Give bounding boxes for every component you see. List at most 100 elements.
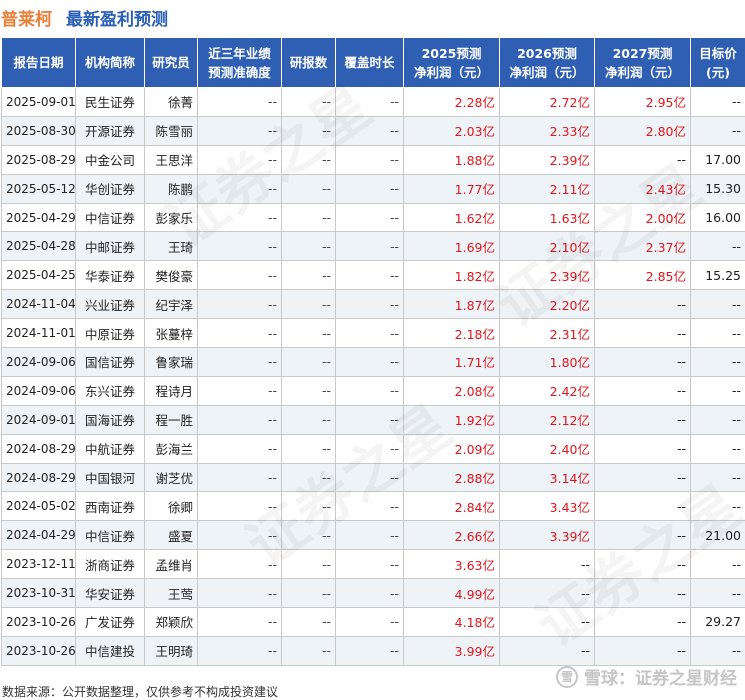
table-cell: 15.25: [690, 260, 745, 291]
table-cell: 2.08亿: [403, 375, 500, 406]
table-cell: --: [690, 404, 745, 435]
table-cell: --: [594, 635, 691, 666]
table-cell: 2025-08-30: [1, 115, 76, 146]
column-header: 报告日期: [1, 37, 76, 88]
table-cell: 樊俊豪: [144, 260, 198, 291]
table-cell: --: [335, 607, 404, 637]
table-cell: --: [594, 462, 691, 493]
table-cell: --: [335, 491, 404, 522]
table-row: 2024-11-04 兴业证券 纪宇泽 -- -- -- 1.87亿 2.20亿 -- --: [1, 289, 745, 320]
table-cell: 3.99亿: [403, 635, 500, 666]
table-cell: 2.31亿: [499, 318, 595, 349]
table-cell: 2.20亿: [499, 289, 595, 320]
table-cell: 2.39亿: [499, 260, 595, 291]
table-cell: 1.87亿: [403, 289, 500, 320]
table-cell: --: [690, 375, 745, 406]
table-cell: 1.88亿: [403, 144, 500, 175]
table-cell: 中信证券: [75, 520, 145, 551]
column-header-line: 2026预测: [517, 45, 577, 61]
column-header-line: 近三年业绩: [208, 45, 271, 61]
table-cell: --: [499, 578, 595, 609]
table-cell: --: [281, 578, 336, 609]
table-cell: 2023-10-26: [1, 635, 76, 666]
column-header-line: 目标价: [699, 45, 737, 61]
table-row: 2025-04-25 华泰证券 樊俊豪 -- -- -- 1.82亿 2.39亿 2.85亿 15…: [1, 260, 745, 291]
table-cell: 16.00: [690, 202, 745, 233]
table-cell: --: [690, 347, 745, 377]
column-header-line: 机构简称: [84, 55, 135, 70]
table-cell: 2.18亿: [403, 318, 500, 349]
table-cell: --: [690, 115, 745, 146]
column-header-line: 净利润（元）: [604, 64, 680, 80]
table-cell: 2.40亿: [499, 433, 595, 464]
table-cell: 郑颖欣: [144, 607, 198, 637]
table-cell: 浙商证券: [75, 549, 145, 580]
table-cell: 3.63亿: [403, 549, 500, 580]
table-cell: 2024-09-06: [1, 347, 76, 377]
table-cell: 2025-09-01: [1, 87, 76, 117]
table-cell: 1.62亿: [403, 202, 500, 233]
table-cell: --: [281, 491, 336, 522]
table-cell: 2.03亿: [403, 115, 500, 146]
table-cell: --: [197, 549, 282, 580]
table-cell: 东兴证券: [75, 375, 145, 406]
table-cell: 2.33亿: [499, 115, 595, 146]
column-header: 2027预测 净利润（元）: [594, 37, 691, 88]
table-cell: --: [335, 260, 404, 291]
table-cell: 华泰证券: [75, 260, 145, 291]
table-cell: 2023-10-31: [1, 578, 76, 609]
table-cell: 2.80亿: [594, 115, 691, 146]
column-header-line: 2027预测: [612, 45, 673, 61]
table-cell: --: [197, 289, 282, 320]
table-cell: --: [594, 318, 691, 349]
table-cell: 2024-09-01: [1, 404, 76, 435]
table-cell: --: [281, 375, 336, 406]
column-header-line: 研究员: [152, 55, 190, 70]
table-cell: --: [594, 491, 691, 522]
table-cell: --: [690, 318, 745, 349]
table-cell: 1.77亿: [403, 173, 500, 204]
table-cell: --: [594, 404, 691, 435]
table-cell: 2024-08-29: [1, 462, 76, 493]
table-cell: 华创证券: [75, 173, 145, 204]
table-cell: 陈雪丽: [144, 115, 198, 146]
table-cell: 开源证券: [75, 115, 145, 146]
table-cell: 2025-04-25: [1, 260, 76, 291]
column-header: 机构简称: [75, 37, 145, 88]
table-cell: --: [197, 635, 282, 666]
column-header-line: 预测准确度: [208, 64, 271, 80]
table-cell: --: [335, 173, 404, 204]
column-header: 目标价 (元): [690, 37, 745, 88]
table-cell: --: [690, 231, 745, 262]
table-cell: --: [499, 607, 595, 637]
table-cell: 2023-12-11: [1, 549, 76, 580]
table-cell: --: [281, 404, 336, 435]
table-cell: 2025-04-28: [1, 231, 76, 262]
table-cell: 中国银河: [75, 462, 145, 493]
title-bar: 普莱柯 最新盈利预测: [0, 0, 745, 34]
table-cell: --: [594, 347, 691, 377]
table-cell: --: [281, 347, 336, 377]
table-cell: 2024-11-04: [1, 289, 76, 320]
table-row: 2025-08-29 中金公司 王思洋 -- -- -- 1.88亿 2.39亿 -- 17.00: [1, 144, 745, 175]
table-cell: 纪宇泽: [144, 289, 198, 320]
table-cell: 中邮证券: [75, 231, 145, 262]
table-cell: --: [594, 520, 691, 551]
table-cell: --: [690, 433, 745, 464]
table-cell: --: [335, 202, 404, 233]
table-cell: --: [335, 347, 404, 377]
column-header-line: 净利润（元）: [413, 64, 489, 80]
column-header: 覆盖时长: [335, 37, 404, 88]
table-row: 2024-11-01 中原证券 张蔓梓 -- -- -- 2.18亿 2.31亿 -- --: [1, 318, 745, 349]
table-row: 2025-04-29 中信证券 彭家乐 -- -- -- 1.62亿 1.63亿 2.00亿 16…: [1, 202, 745, 233]
table-cell: 3.39亿: [499, 520, 595, 551]
table-cell: --: [281, 202, 336, 233]
table-cell: 2.00亿: [594, 202, 691, 233]
table-cell: --: [690, 578, 745, 609]
table-cell: 彭家乐: [144, 202, 198, 233]
column-header: 2025预测 净利润（元）: [403, 37, 500, 88]
table-row: 2025-05-12 华创证券 陈鹏 -- -- -- 1.77亿 2.11亿 2.43亿 15.…: [1, 173, 745, 204]
table-cell: --: [335, 87, 404, 117]
table-cell: 鲁家瑞: [144, 347, 198, 377]
table-row: 2024-08-29 中航证券 彭海兰 -- -- -- 2.09亿 2.40亿 -- --: [1, 433, 745, 464]
